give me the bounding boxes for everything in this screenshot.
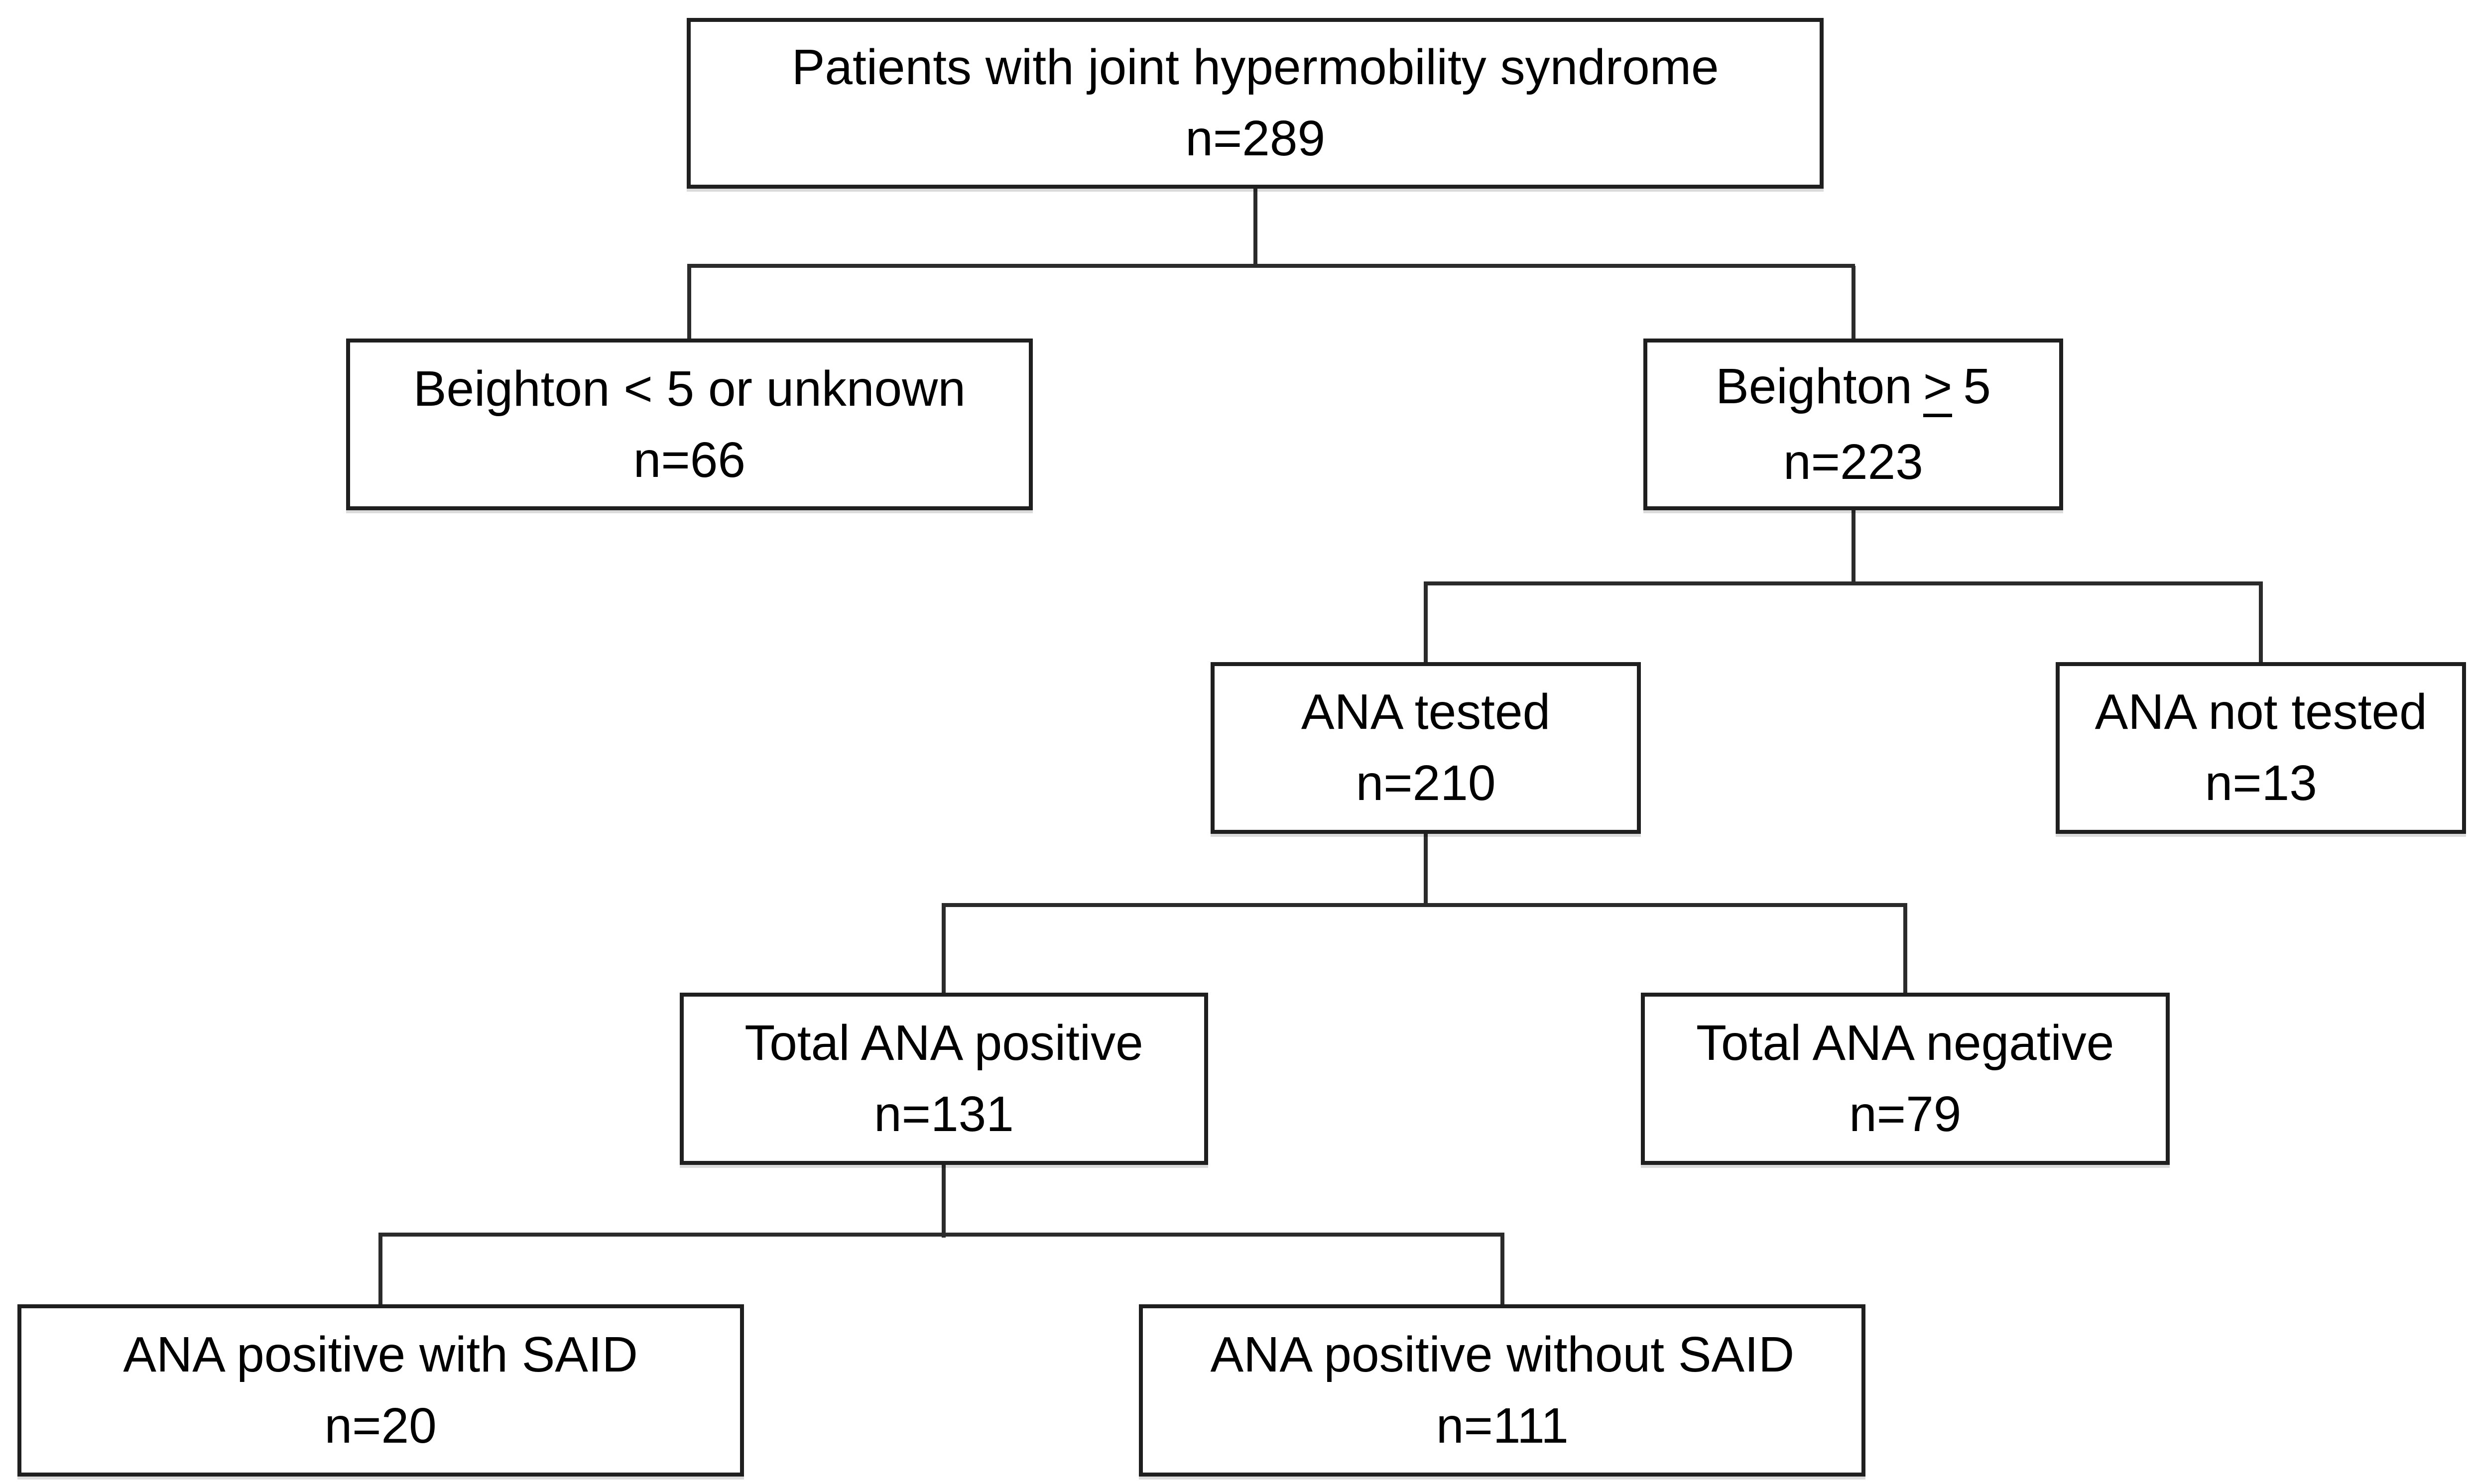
node-label: ANA positive with SAID (123, 1327, 638, 1383)
label-suffix: 5 (1963, 358, 1991, 415)
node-label: ANA not tested (2095, 684, 2427, 740)
node-label: ANA positive without SAID (1210, 1327, 1795, 1383)
node-count: n=13 (2205, 755, 2317, 811)
node-count: n=289 (1185, 111, 1326, 167)
connector-root-stem (1253, 184, 1257, 267)
node-label: Beighton < 5 or unknown (413, 360, 966, 417)
label-prefix: Beighton (1716, 358, 1912, 415)
connector-root-bar (687, 263, 1855, 268)
connector-drop-beighton-low (687, 265, 692, 347)
node-total-ana-positive: Total ANA positive n=131 (679, 993, 1209, 1165)
connector-drop-with-said (378, 1235, 383, 1314)
node-count: n=79 (1849, 1086, 1962, 1142)
node-beighton-ge-5: Beighton >5 n=223 (1643, 338, 2064, 511)
node-total-ana-negative: Total ANA negative n=79 (1640, 993, 2170, 1165)
connector-drop-total-ana-negative (1903, 905, 1907, 1002)
greater-or-equal-symbol: > (1923, 361, 1953, 418)
node-count: n=131 (874, 1086, 1014, 1142)
node-label: Beighton >5 (1716, 358, 1991, 418)
connector-drop-ana-tested (1424, 583, 1428, 671)
connector-beighton-high-stem (1851, 506, 1855, 585)
node-count: n=210 (1356, 755, 1496, 811)
node-beighton-below-5: Beighton < 5 or unknown n=66 (346, 338, 1033, 511)
connector-ana-tested-stem (1424, 829, 1428, 907)
node-label: Patients with joint hypermobility syndro… (791, 39, 1719, 96)
node-count: n=111 (1436, 1398, 1569, 1454)
connector-drop-beighton-high (1851, 265, 1855, 347)
node-label: Total ANA negative (1696, 1015, 2114, 1071)
node-count: n=20 (324, 1398, 437, 1454)
connector-total-positive-bar (378, 1233, 1504, 1237)
connector-total-positive-stem (942, 1160, 946, 1238)
node-label: Total ANA positive (744, 1015, 1143, 1071)
node-ana-positive-without-said: ANA positive without SAID n=111 (1139, 1304, 1866, 1477)
connector-drop-without-said (1500, 1235, 1504, 1314)
connector-ana-tested-bar (942, 903, 1907, 908)
node-patients-jhs: Patients with joint hypermobility syndro… (687, 17, 1824, 189)
node-ana-positive-with-said: ANA positive with SAID n=20 (17, 1304, 744, 1477)
connector-beighton-high-bar (1424, 581, 2263, 585)
node-count: n=66 (633, 432, 745, 488)
connector-drop-ana-not-tested (2259, 583, 2263, 671)
node-ana-tested: ANA tested n=210 (1211, 662, 1641, 834)
node-count: n=223 (1783, 434, 1923, 490)
node-ana-not-tested: ANA not tested n=13 (2056, 662, 2467, 834)
connector-drop-total-ana-positive (942, 905, 946, 1002)
node-label: ANA tested (1301, 684, 1551, 740)
